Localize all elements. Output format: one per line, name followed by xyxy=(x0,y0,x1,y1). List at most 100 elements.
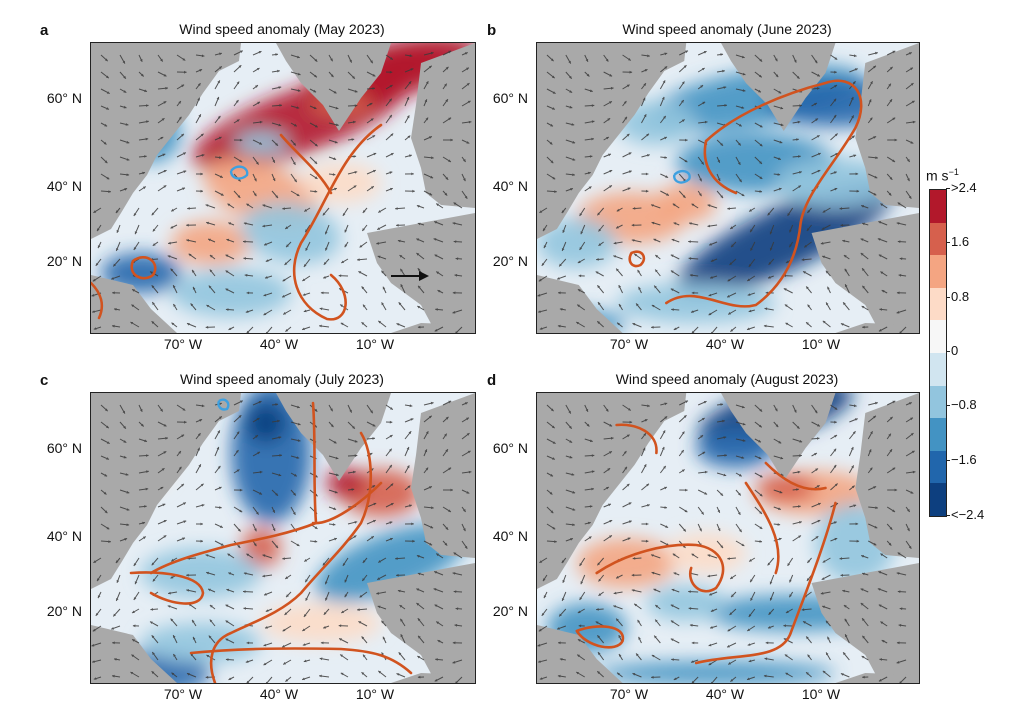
wind-arrow-head xyxy=(892,400,896,404)
wind-arrow-head xyxy=(93,677,97,680)
wind-arrow-head xyxy=(707,574,711,578)
wind-arrow-head xyxy=(181,84,185,88)
colorbar-segment xyxy=(930,450,946,484)
wind-arrow-head xyxy=(779,490,783,494)
wind-arrow-head xyxy=(219,525,223,528)
wind-arrow-head xyxy=(151,635,155,639)
panel-d-title: Wind speed anomaly (August 2023) xyxy=(615,371,839,387)
wind-arrow-head xyxy=(187,673,190,676)
wind-arrow-head xyxy=(340,672,344,676)
wind-arrow-head xyxy=(833,521,837,524)
wind-arrow-head xyxy=(122,60,125,64)
wind-arrow-head xyxy=(92,278,96,282)
wind-arrow-head xyxy=(723,86,727,89)
wind-arrow-head xyxy=(538,278,542,282)
wind-arrow-head xyxy=(282,278,286,282)
wind-arrow-head xyxy=(822,210,826,213)
wind-arrow-head xyxy=(142,521,145,525)
wind-arrow-head xyxy=(537,293,541,297)
wind-arrow-head xyxy=(834,420,837,424)
wind-arrow-head xyxy=(398,302,402,306)
wind-arrow-head xyxy=(144,89,147,93)
wind-arrow-head xyxy=(851,115,854,119)
panel-b-letter: b xyxy=(487,22,497,39)
wind-arrow-head xyxy=(691,680,695,683)
wind-arrow-head xyxy=(435,308,438,311)
wind-arrow-head xyxy=(855,172,859,176)
wind-arrow-head xyxy=(353,185,357,188)
wind-arrow-head xyxy=(911,450,915,454)
wind-arrow-head xyxy=(320,291,324,295)
wind-arrow-head xyxy=(562,230,566,233)
wind-arrow-head xyxy=(778,507,781,510)
significance-contour xyxy=(628,250,646,268)
wind-arrow-head xyxy=(908,52,912,55)
wind-arrow-head xyxy=(253,543,257,547)
wind-arrow-head xyxy=(417,572,421,576)
wind-arrow-head xyxy=(862,618,865,621)
colorbar-segment xyxy=(930,353,946,387)
wind-arrow-head xyxy=(282,207,285,210)
wind-arrow-head xyxy=(333,440,337,444)
wind-arrow-head xyxy=(163,520,167,523)
wind-arrow-head xyxy=(357,608,360,612)
wind-arrow-head xyxy=(606,487,609,490)
wind-arrow-head xyxy=(709,242,712,246)
wind-arrow-head xyxy=(881,290,885,293)
wind-arrow-head xyxy=(681,450,684,453)
wind-arrow-head xyxy=(206,571,209,575)
wind-arrow-head xyxy=(691,641,695,645)
wind-arrow-head xyxy=(205,554,209,557)
wind-arrow-head xyxy=(239,50,243,54)
wind-arrow-head xyxy=(363,304,366,308)
wind-arrow-head xyxy=(123,90,127,93)
wind-arrow-head xyxy=(894,488,898,492)
wind-arrow-head xyxy=(314,176,318,179)
colorbar-segment xyxy=(930,287,946,321)
wind-arrow-head xyxy=(152,652,155,655)
wind-arrow-head xyxy=(816,437,820,440)
significance-contour xyxy=(744,481,780,575)
significance-contour xyxy=(694,501,837,665)
wind-arrow-head xyxy=(389,70,393,74)
wind-arrow-head xyxy=(389,85,393,88)
wind-arrow-head xyxy=(655,269,658,273)
wind-arrow-head xyxy=(243,572,247,575)
wind-arrow-head xyxy=(797,470,801,474)
wind-arrow-head xyxy=(557,277,560,280)
wind-arrow-head xyxy=(396,673,400,676)
colorbar-segment xyxy=(930,320,946,354)
wind-arrow-head xyxy=(554,190,557,193)
wind-arrow-head xyxy=(334,140,338,144)
anomaly-patch xyxy=(656,183,717,223)
land-central-america xyxy=(537,275,623,333)
wind-arrow-head xyxy=(777,173,781,176)
wind-arrow-head xyxy=(209,255,213,258)
wind-arrow-head xyxy=(236,81,240,85)
wind-arrow-head xyxy=(793,59,797,63)
wind-arrow-head xyxy=(151,285,155,289)
wind-arrow-head xyxy=(579,213,583,216)
wind-arrow-head xyxy=(543,245,547,249)
wind-arrow-head xyxy=(789,579,792,583)
wind-arrow-head xyxy=(748,264,752,267)
wind-arrow-head xyxy=(373,519,376,523)
wind-arrow-head xyxy=(767,626,771,629)
wind-arrow-head xyxy=(170,268,174,272)
wind-arrow-head xyxy=(294,179,297,183)
wind-arrow-head xyxy=(617,672,620,676)
wind-arrow-head xyxy=(183,520,187,524)
colorbar-unit-exponent: −1 xyxy=(948,167,959,177)
wind-arrow-head xyxy=(661,96,665,100)
wind-arrow-head xyxy=(151,212,155,216)
wind-arrow-head xyxy=(218,136,222,140)
wind-arrow-head xyxy=(424,449,428,453)
wind-arrow-head xyxy=(455,331,458,333)
wind-arrow-head xyxy=(455,257,459,261)
wind-arrow-head xyxy=(585,408,589,412)
wind-arrow-head xyxy=(453,202,457,206)
wind-arrow-head xyxy=(445,99,448,103)
wind-arrow-head xyxy=(683,65,687,68)
wind-arrow-head xyxy=(239,488,243,492)
wind-arrow-head xyxy=(150,608,154,611)
